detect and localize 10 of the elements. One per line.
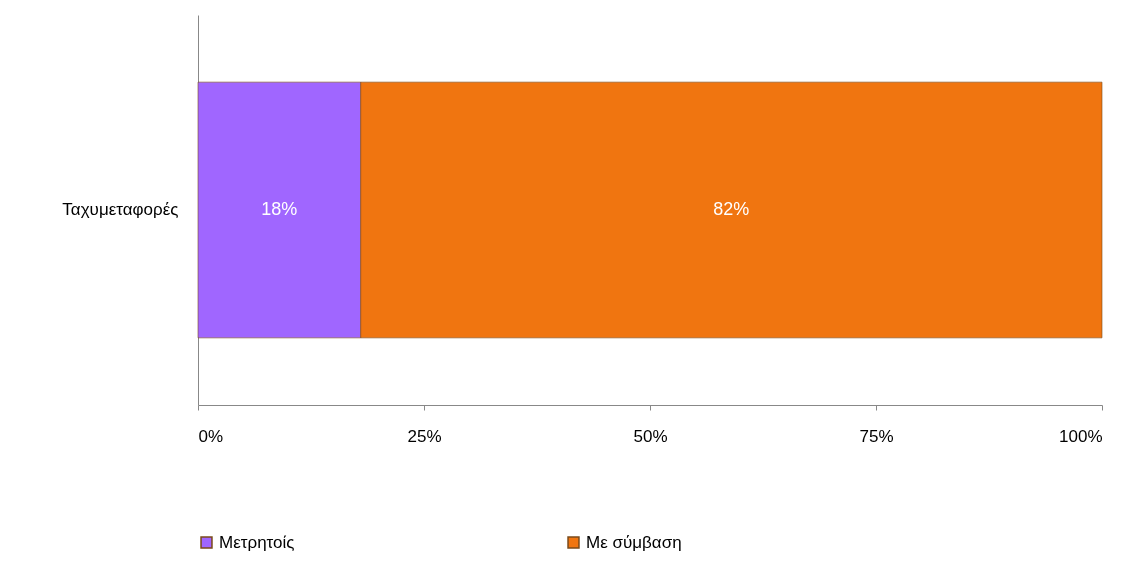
x-tick-label: 25%	[407, 426, 442, 446]
x-tick-label: 100%	[1059, 426, 1103, 446]
legend-label: Μετρητοίς	[219, 532, 295, 552]
y-tick-label: Ταχυμεταφορές	[62, 200, 179, 219]
x-tick-label: 50%	[633, 426, 668, 446]
data-label: 18%	[261, 199, 298, 219]
legend-label: Με σύμβαση	[586, 532, 682, 552]
x-tick-label: 0%	[198, 426, 224, 446]
x-tick-label: 75%	[859, 426, 894, 446]
data-label: 82%	[713, 199, 750, 219]
